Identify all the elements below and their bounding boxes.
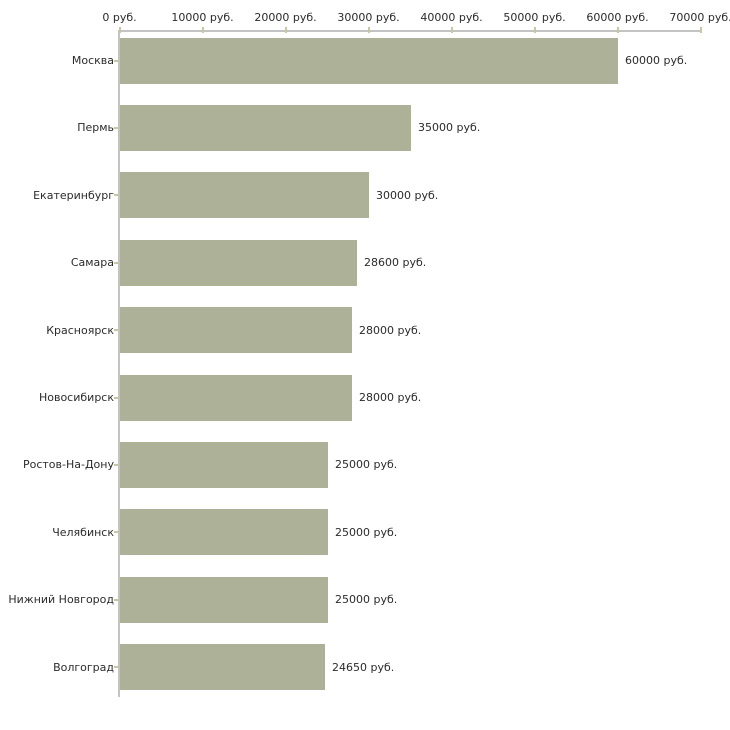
x-tick-mark [533, 27, 536, 33]
category-label: Челябинск [52, 525, 114, 539]
x-tick-label: 50000 руб. [503, 11, 566, 24]
category-label: Екатеринбург [33, 188, 114, 202]
x-tick-label: 0 руб. [102, 11, 137, 24]
value-label: 35000 руб. [418, 121, 481, 135]
y-tick-mark [114, 261, 118, 264]
category-label: Москва [71, 54, 114, 67]
x-tick-mark [450, 27, 453, 33]
bar [120, 37, 618, 84]
category-label: Новосибирск [38, 391, 114, 404]
category-label: Ростов-На-Дону [22, 458, 114, 472]
x-tick-label: 30000 руб. [337, 11, 400, 24]
y-tick-mark [114, 666, 118, 669]
y-tick-mark [114, 126, 118, 129]
bar [120, 441, 328, 488]
value-label: 30000 руб. [376, 188, 439, 202]
category-label: Самара [70, 256, 114, 270]
value-label: 25000 руб. [335, 593, 398, 607]
bar [120, 307, 352, 354]
y-tick-mark [114, 59, 118, 62]
x-tick-label: 70000 руб. [669, 11, 730, 24]
x-tick-label: 10000 руб. [171, 11, 234, 24]
value-label: 28600 руб. [364, 256, 427, 270]
bar [120, 374, 352, 421]
x-tick-mark [699, 27, 702, 33]
y-tick-mark [114, 396, 118, 399]
y-tick-mark [114, 531, 118, 534]
x-tick-mark [201, 27, 204, 33]
x-tick-mark [118, 27, 121, 33]
category-label: Красноярск [46, 323, 114, 337]
value-label: 28000 руб. [359, 391, 422, 404]
y-tick-mark [114, 463, 118, 466]
bar [120, 576, 328, 623]
category-label: Пермь [77, 121, 114, 135]
value-label: 25000 руб. [335, 525, 398, 539]
category-label: Волгоград [53, 660, 114, 674]
bar [120, 644, 325, 691]
bar [120, 239, 357, 286]
x-tick-mark [284, 27, 287, 33]
value-label: 24650 руб. [332, 660, 395, 674]
x-tick-label: 20000 руб. [254, 11, 317, 24]
y-tick-mark [114, 329, 118, 332]
x-tick-mark [616, 27, 619, 33]
y-axis-line [118, 30, 120, 697]
category-label: Нижний Новгород [8, 593, 114, 607]
y-tick-mark [114, 194, 118, 197]
x-tick-mark [367, 27, 370, 33]
bar [120, 509, 328, 556]
value-label: 25000 руб. [335, 458, 398, 472]
y-tick-mark [114, 598, 118, 601]
x-axis-line [118, 30, 702, 32]
x-tick-label: 40000 руб. [420, 11, 483, 24]
value-label: 60000 руб. [625, 54, 688, 67]
value-label: 28000 руб. [359, 323, 422, 337]
x-tick-label: 60000 руб. [586, 11, 649, 24]
bar [120, 104, 411, 151]
bar [120, 172, 369, 219]
